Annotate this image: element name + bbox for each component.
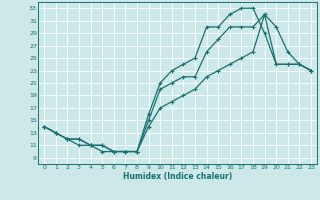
X-axis label: Humidex (Indice chaleur): Humidex (Indice chaleur) — [123, 172, 232, 181]
